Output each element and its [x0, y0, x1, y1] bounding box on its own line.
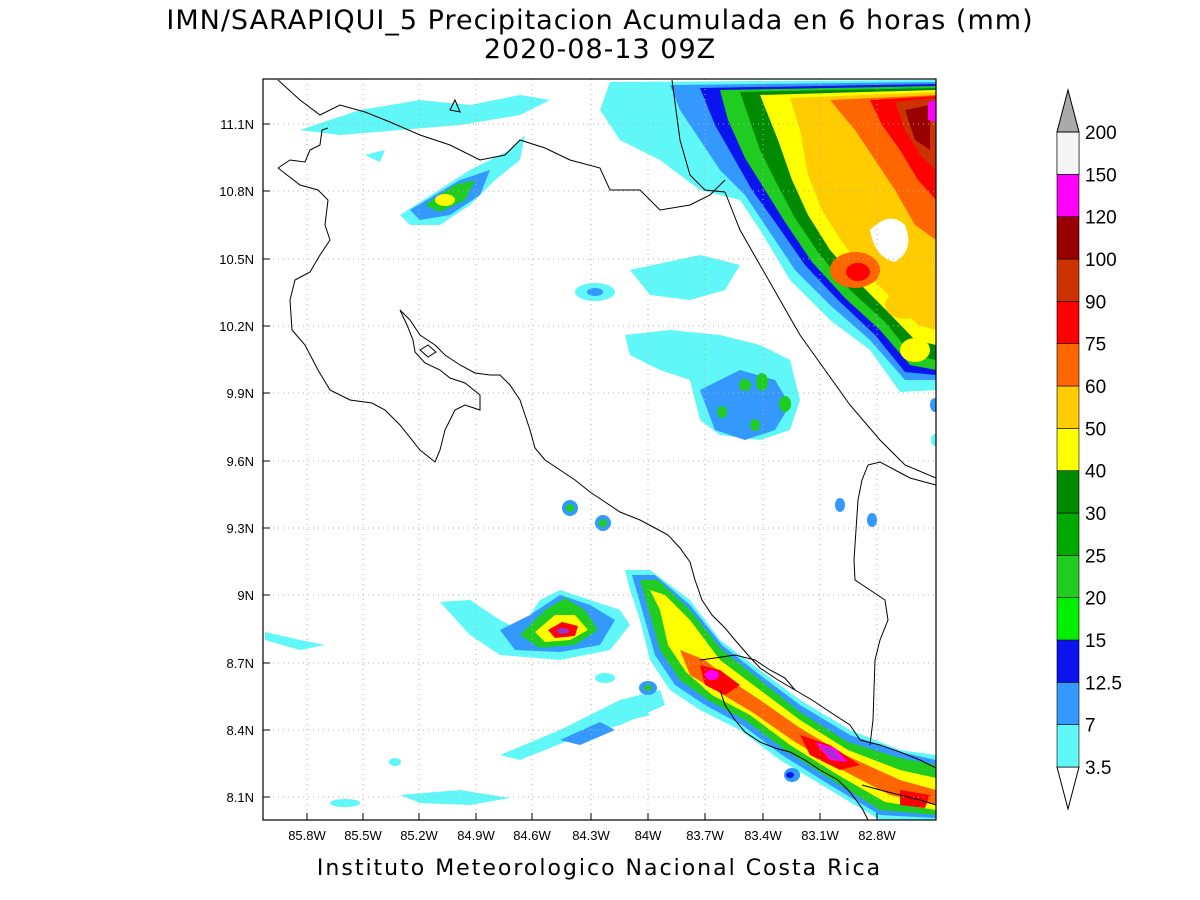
colorbar-swatch	[1056, 216, 1080, 260]
colorbar-label: 200	[1085, 123, 1117, 144]
footer-credit: Instituto Meteorologico Nacional Costa R…	[316, 856, 883, 881]
colorbar-label: 60	[1085, 377, 1106, 398]
lon-label: 84.3W	[572, 828, 610, 843]
lat-label: 10.2N	[219, 319, 254, 334]
lat-label: 8.4N	[227, 723, 254, 738]
colorbar-swatch	[1056, 428, 1080, 471]
colorbar-swatch	[1056, 724, 1080, 768]
lon-label: 83.7W	[686, 828, 724, 843]
colorbar-label: 7	[1085, 716, 1096, 737]
colorbar-swatch	[1056, 597, 1080, 641]
colorbar-swatch	[1056, 555, 1080, 598]
lat-label: 9.6N	[227, 454, 254, 469]
lat-label: 8.1N	[227, 790, 254, 805]
lon-label: 84.6W	[513, 828, 551, 843]
colorbar-swatch	[1056, 639, 1080, 683]
colorbar-label: 12.5	[1085, 673, 1122, 694]
lon-label: 83.4W	[744, 828, 782, 843]
colorbar-label: 40	[1085, 462, 1106, 483]
lat-label: 9N	[237, 588, 254, 603]
axis-ticks	[263, 123, 878, 820]
lon-label: 84.9W	[457, 828, 495, 843]
colorbar-swatch	[1056, 385, 1080, 429]
colorbar-label: 150	[1085, 165, 1117, 186]
lon-label: 82.8W	[858, 828, 896, 843]
colorbar-swatch	[1056, 512, 1080, 556]
colorbar-label: 3.5	[1085, 758, 1111, 779]
lat-label: 11.1N	[220, 117, 254, 132]
colorbar-label: 30	[1085, 504, 1106, 525]
colorbar-swatch	[1056, 343, 1080, 387]
lon-label: 84W	[635, 828, 662, 843]
precip-area-south	[265, 570, 936, 820]
lon-label: 85.2W	[400, 828, 438, 843]
lat-lon-grid	[263, 79, 936, 820]
colorbar-swatch	[1056, 682, 1080, 725]
lat-labels: 11.1N 10.8N 10.5N 10.2N 9.9N 9.6N 9.3N 9…	[219, 117, 254, 805]
colorbar-swatch	[1056, 131, 1080, 175]
precip-area-central	[562, 255, 936, 531]
lat-label: 9.9N	[227, 386, 254, 401]
colorbar-swatch	[1056, 301, 1080, 344]
lon-label: 85.8W	[288, 828, 326, 843]
precip-area-northwest	[300, 95, 550, 225]
colorbar-swatch	[1056, 470, 1080, 514]
colorbar-label: 75	[1085, 335, 1106, 356]
map-datetime: 2020-08-13 09Z	[483, 34, 717, 65]
precip-field	[265, 80, 936, 820]
colorbar-over-triangle	[1056, 88, 1080, 133]
coastlines	[277, 79, 936, 820]
lat-label: 9.3N	[227, 521, 254, 536]
lat-label: 10.8N	[219, 184, 254, 199]
colorbar-label: 100	[1085, 250, 1117, 271]
lon-labels: 85.8W 85.5W 85.2W 84.9W 84.6W 84.3W 84W …	[288, 828, 896, 843]
lon-label: 85.5W	[344, 828, 382, 843]
colorbar-label: 90	[1085, 292, 1106, 313]
colorbar-under-triangle	[1056, 766, 1080, 811]
colorbar-label: 120	[1085, 208, 1117, 229]
colorbar-label: 20	[1085, 589, 1106, 610]
colorbar-label: 25	[1085, 546, 1106, 567]
lon-label: 83.1W	[801, 828, 839, 843]
colorbar-legend: 3.5 7 12.5 15 20 25 30 40 50 60 75 90 100 120 150 200	[1056, 88, 1122, 811]
colorbar-swatch	[1056, 258, 1080, 302]
colorbar-label: 15	[1085, 631, 1106, 652]
precip-area-caribbean-north	[600, 80, 936, 392]
lat-label: 8.7N	[227, 656, 254, 671]
map-title: IMN/SARAPIQUI_5 Precipitacion Acumulada …	[166, 5, 1034, 36]
lat-label: 10.5N	[219, 252, 254, 267]
colorbar-swatch	[1056, 174, 1080, 217]
colorbar-label: 50	[1085, 419, 1106, 440]
plot-frame	[262, 78, 937, 821]
